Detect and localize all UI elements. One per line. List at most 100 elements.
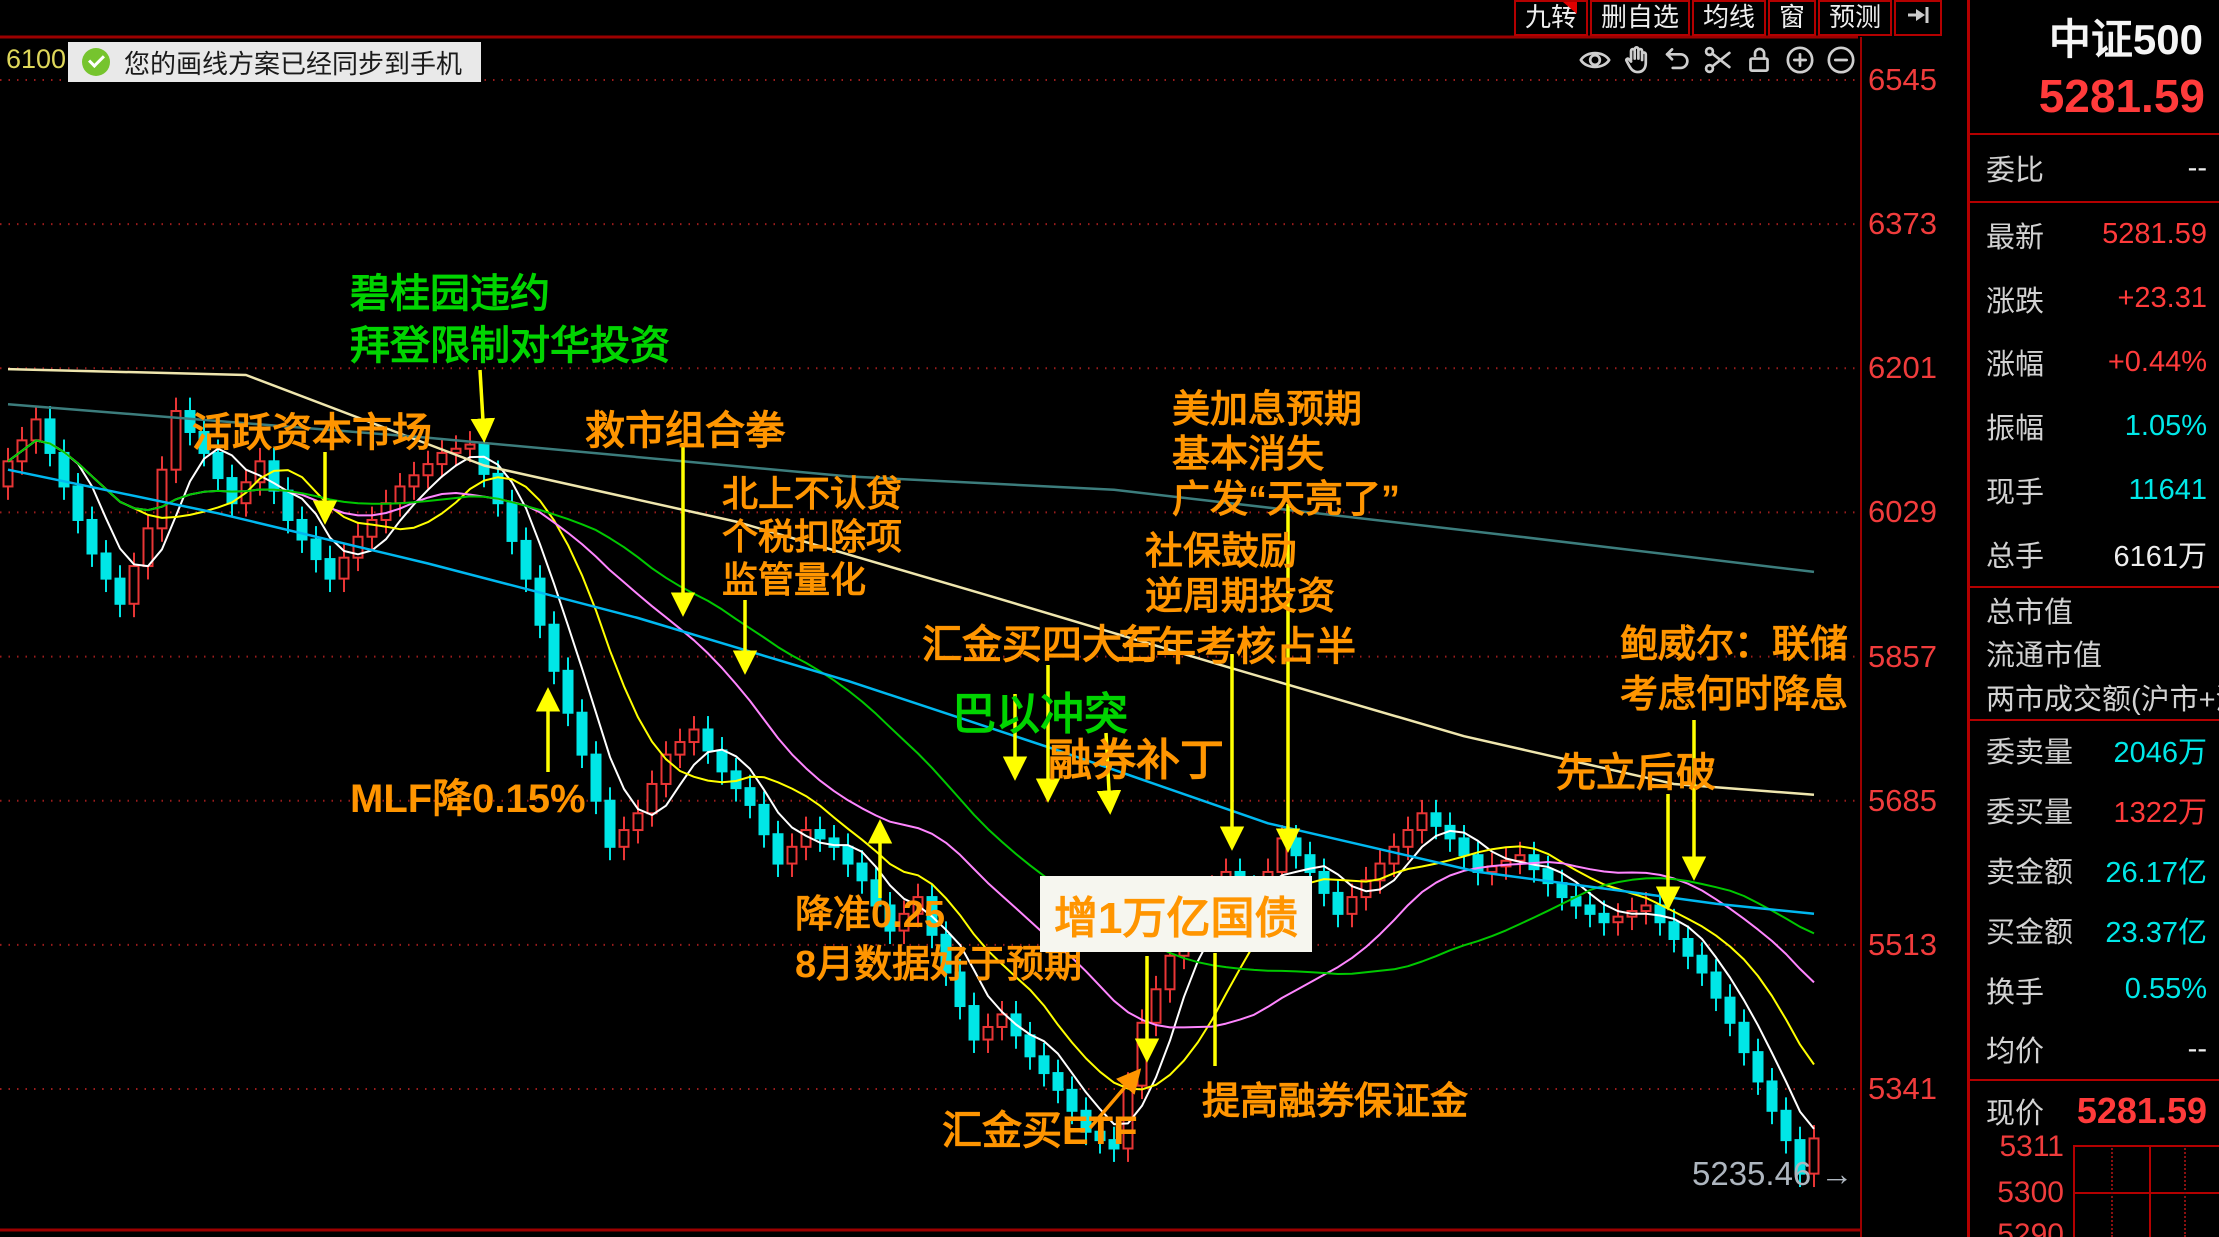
mini-grid-dot2 xyxy=(2184,1145,2186,1237)
toast-message: 您的画线方案已经同步到手机 xyxy=(124,48,463,79)
last-price-big: 5281.59 xyxy=(2038,70,2205,122)
quote-row-label: 现手 xyxy=(1986,477,2045,510)
mini-grid-mid xyxy=(2073,1192,2219,1194)
panel-divider xyxy=(1970,585,2219,588)
quote-rows: 委比 -- 最新 5281.59 涨跌 +23.31 涨幅 +0.44% 振幅 1.05% 现手 11… xyxy=(1970,133,2219,1082)
quote-row-label: 涨跌 xyxy=(1986,285,2045,318)
ma-line-MA250 xyxy=(7,367,1815,797)
ma-line-MA10 xyxy=(7,439,1815,1091)
y-axis-tick: 5341 xyxy=(1868,1071,1937,1106)
mini-axis-label: 5311 xyxy=(1999,1130,2064,1163)
quote-row: 涨跌 +23.31 xyxy=(1970,267,2219,331)
quote-row-label: 振幅 xyxy=(1986,413,2045,446)
sync-toast: 您的画线方案已经同步到手机 xyxy=(68,42,481,82)
quote-row-value: 0.55% xyxy=(2124,973,2207,1006)
chart-annotation: 社保鼓励 逆周期投资 xyxy=(1145,531,1336,618)
toolbar-button-4[interactable]: 预测 xyxy=(1818,0,1893,36)
quote-row-label: 委买量 xyxy=(1986,797,2074,830)
quote-row-label: 总市值 xyxy=(1986,596,2074,629)
quote-row: 总手 6161万 xyxy=(1970,522,2219,586)
ma-line-MA60 xyxy=(7,468,1815,916)
ma-line-MA120 xyxy=(7,403,1815,574)
candlestick-chart[interactable] xyxy=(0,0,1862,1237)
quote-row-value: 6161万 xyxy=(2113,540,2207,573)
now-price-row: 现价 5281.59 xyxy=(1970,1081,2219,1141)
y-axis-tick: 5513 xyxy=(1868,926,1937,962)
chart-annotation: 鲍威尔：联储 考虑何时降息 xyxy=(1620,624,1849,716)
chart-annotation: 汇金买四大行 xyxy=(922,623,1162,667)
quote-row-label: 总手 xyxy=(1986,540,2045,573)
y-axis-tick: 5685 xyxy=(1868,782,1937,818)
quote-row-value: 23.37亿 xyxy=(2105,916,2207,949)
collapse-panel-icon[interactable] xyxy=(1894,0,1943,36)
quote-row: 总市值 xyxy=(1970,588,2219,632)
chart-annotation: 巴以冲突 xyxy=(952,690,1128,739)
unlock-icon[interactable] xyxy=(1742,43,1776,77)
toolbar-button-0[interactable]: 九转 xyxy=(1514,0,1589,36)
quote-row-label: 流通市值 xyxy=(1986,640,2103,673)
quote-row-value: +0.44% xyxy=(2107,345,2207,378)
intraday-mini-chart[interactable]: 5311 5300 5290 xyxy=(1970,1128,2219,1237)
toolbar-button-1[interactable]: 删自选 xyxy=(1590,0,1691,36)
quote-row: 换手 0.55% xyxy=(1970,960,2219,1020)
quote-row: 委比 -- xyxy=(1970,135,2219,201)
mini-grid-top xyxy=(2073,1145,2219,1147)
quote-row: 委买量 1322万 xyxy=(1970,780,2219,840)
quote-row: 最新 5281.59 xyxy=(1970,203,2219,267)
left-axis-top-label: 6100 xyxy=(6,44,67,74)
eye-icon[interactable] xyxy=(1578,43,1612,77)
chart-annotation: MLF降0.15% xyxy=(350,777,586,821)
quote-row-label: 卖金额 xyxy=(1986,857,2074,890)
annotation-arrow xyxy=(1096,732,1122,815)
zoom-out-icon[interactable] xyxy=(1824,43,1858,77)
quote-row: 均价 -- xyxy=(1970,1020,2219,1080)
quote-row-label: 委比 xyxy=(1986,155,2045,187)
axis-border-left xyxy=(1860,37,1862,1237)
ma-line-MA20 xyxy=(7,439,1815,1029)
chart-annotation: 救市组合拳 xyxy=(585,409,785,453)
quote-panel: 中证500 5281.59 委比 -- 最新 5281.59 涨跌 +23.31 涨幅 +0.… xyxy=(1967,0,2219,1237)
ma-line-MA30 xyxy=(7,439,1815,975)
check-circle-icon xyxy=(82,48,110,76)
y-axis-tick: 5857 xyxy=(1868,638,1937,674)
y-axis-tick: 6373 xyxy=(1868,206,1937,242)
quote-row: 卖金额 26.17亿 xyxy=(1970,840,2219,900)
quote-row-value: +23.31 xyxy=(2117,282,2207,315)
red-notch xyxy=(1563,2,1577,14)
quote-row-label: 两市成交额(沪市+深市 xyxy=(1986,683,2219,716)
mini-grid-left xyxy=(2073,1145,2075,1237)
hand-icon[interactable] xyxy=(1619,43,1653,77)
quote-row-label: 最新 xyxy=(1986,221,2045,254)
panel-divider xyxy=(1970,718,2219,721)
quote-row-label: 委卖量 xyxy=(1986,737,2074,770)
quote-row-value: -- xyxy=(2187,1032,2207,1065)
zoom-in-icon[interactable] xyxy=(1783,43,1817,77)
chart-annotation: 北上不认贷 个税扣除项 监管量化 xyxy=(722,473,903,600)
y-axis-tick: 6545 xyxy=(1868,62,1937,97)
quote-row-value: 11641 xyxy=(2128,473,2208,506)
quote-row-label: 均价 xyxy=(1986,1036,2045,1069)
undo-icon[interactable] xyxy=(1660,43,1694,77)
annotation-arrow xyxy=(1088,1068,1142,1130)
toolbar-button-2[interactable]: 均线 xyxy=(1692,0,1767,36)
drawing-tools-row xyxy=(1578,42,1858,78)
quote-row-value: 2046万 xyxy=(2113,737,2207,770)
toolbar-button-3[interactable]: 窗 xyxy=(1768,0,1817,36)
chart-annotation: 融券补丁 xyxy=(1048,736,1224,785)
ma-line-MA5 xyxy=(7,439,1815,1130)
mini-axis-label: 5290 xyxy=(1997,1218,2064,1237)
low-price-label: 5235.46 → xyxy=(1692,1155,1854,1192)
quote-row: 流通市值 xyxy=(1970,631,2219,675)
chart-annotation: 美加息预期 基本消失 广发“天亮了” xyxy=(1172,389,1401,521)
chart-annotation: 降准0.25 8月数据好于预期 xyxy=(795,894,1083,986)
annotation-arrow xyxy=(470,369,496,443)
chart-annotation: 碧桂园违约 拜登限制对华投资 xyxy=(350,272,670,368)
quote-row-label: 换手 xyxy=(1986,976,2045,1009)
scissors-icon[interactable] xyxy=(1701,43,1735,77)
chart-annotation: 先立后破 xyxy=(1556,751,1716,795)
chart-annotation: 三年考核占半 xyxy=(1116,625,1356,669)
quote-row: 涨幅 +0.44% xyxy=(1970,331,2219,395)
now-price-label: 现价 xyxy=(1986,1098,2045,1131)
mini-grid-v xyxy=(2149,1145,2151,1237)
